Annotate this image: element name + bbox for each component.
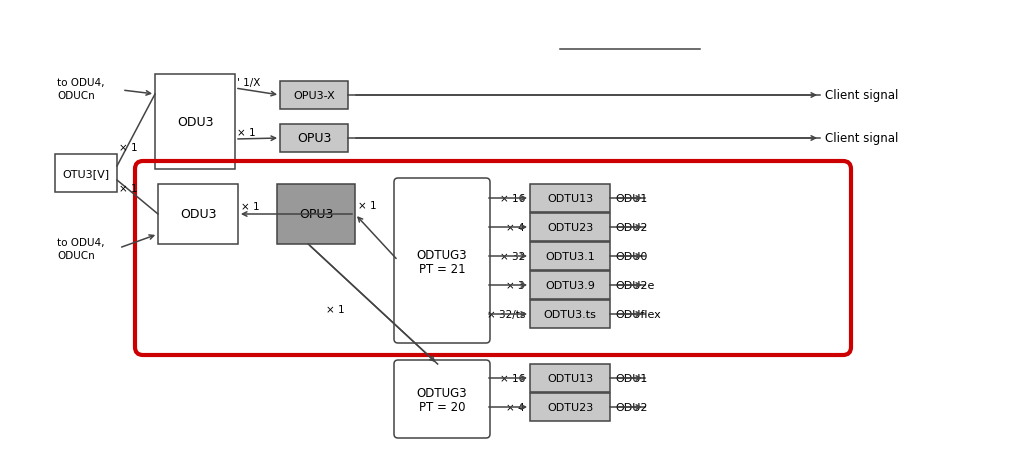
Text: ' 1/X: ' 1/X <box>237 78 260 88</box>
FancyBboxPatch shape <box>55 155 117 193</box>
Text: ODU1: ODU1 <box>615 194 647 203</box>
Text: ODU2e: ODU2e <box>615 280 654 291</box>
FancyBboxPatch shape <box>278 185 355 245</box>
FancyBboxPatch shape <box>530 364 610 392</box>
Text: ODTU13: ODTU13 <box>547 373 593 383</box>
Text: ODUflex: ODUflex <box>615 309 660 319</box>
Text: ODTU23: ODTU23 <box>547 402 593 412</box>
Text: ODUCn: ODUCn <box>57 251 95 260</box>
Text: ODU2: ODU2 <box>615 223 647 233</box>
Text: PT = 21: PT = 21 <box>419 263 465 275</box>
Text: × 4: × 4 <box>507 402 525 412</box>
Text: ODTU23: ODTU23 <box>547 223 593 233</box>
FancyBboxPatch shape <box>280 82 348 110</box>
FancyBboxPatch shape <box>280 125 348 153</box>
Text: Client signal: Client signal <box>825 132 898 145</box>
Text: × 1: × 1 <box>327 304 345 314</box>
Text: OTU3[V]: OTU3[V] <box>62 168 110 179</box>
Text: OPU3: OPU3 <box>299 208 333 221</box>
Text: Client signal: Client signal <box>825 90 898 102</box>
Text: ODTUG3: ODTUG3 <box>417 248 467 262</box>
FancyBboxPatch shape <box>394 360 490 438</box>
FancyBboxPatch shape <box>530 185 610 213</box>
Text: OPU3-X: OPU3-X <box>293 91 335 101</box>
Text: ODTU3.9: ODTU3.9 <box>545 280 595 291</box>
Text: ODTU3.1: ODTU3.1 <box>545 252 595 262</box>
Text: ODUCn: ODUCn <box>57 91 95 101</box>
FancyBboxPatch shape <box>530 242 610 270</box>
FancyBboxPatch shape <box>530 300 610 328</box>
Text: ODU1: ODU1 <box>615 373 647 383</box>
Text: × 32/ts: × 32/ts <box>486 309 525 319</box>
Text: ODTU13: ODTU13 <box>547 194 593 203</box>
Text: × 16: × 16 <box>500 373 525 383</box>
Text: ODU3: ODU3 <box>180 208 216 221</box>
Text: × 4: × 4 <box>507 223 525 233</box>
Text: × 1: × 1 <box>358 201 377 211</box>
FancyBboxPatch shape <box>155 75 234 170</box>
Text: × 1: × 1 <box>119 184 137 194</box>
Text: OPU3: OPU3 <box>297 132 331 145</box>
FancyBboxPatch shape <box>158 185 238 245</box>
Text: to ODU4,: to ODU4, <box>57 237 104 247</box>
FancyBboxPatch shape <box>394 179 490 343</box>
Text: ODTUG3: ODTUG3 <box>417 386 467 400</box>
Text: × 3: × 3 <box>507 280 525 291</box>
Text: ODU2: ODU2 <box>615 402 647 412</box>
Text: PT = 20: PT = 20 <box>419 401 465 414</box>
Text: to ODU4,: to ODU4, <box>57 78 104 88</box>
Text: ODU3: ODU3 <box>177 116 213 129</box>
Text: × 1: × 1 <box>241 202 260 212</box>
Text: × 16: × 16 <box>500 194 525 203</box>
FancyBboxPatch shape <box>530 213 610 241</box>
Text: × 1: × 1 <box>119 143 137 153</box>
Text: × 32: × 32 <box>500 252 525 262</box>
Text: ODU0: ODU0 <box>615 252 647 262</box>
Text: ODTU3.ts: ODTU3.ts <box>544 309 596 319</box>
FancyBboxPatch shape <box>530 271 610 299</box>
FancyBboxPatch shape <box>530 393 610 421</box>
Text: × 1: × 1 <box>237 128 256 138</box>
